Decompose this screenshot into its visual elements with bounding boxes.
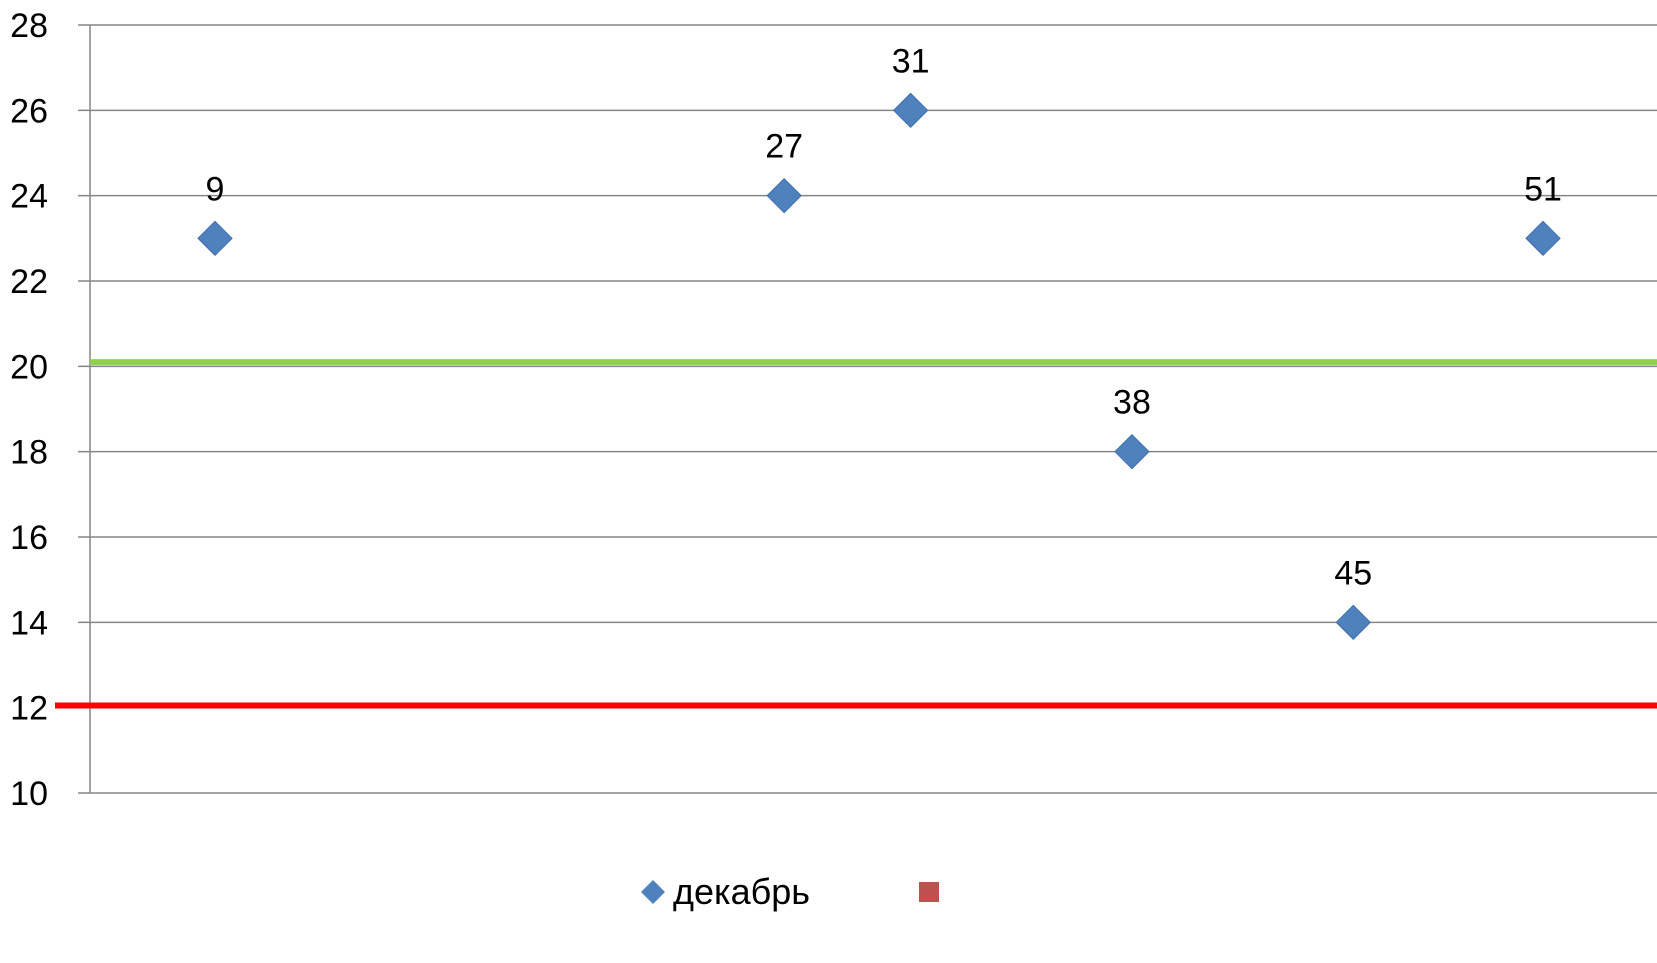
data-labels: 9 27 31 38 45 51 xyxy=(206,42,1562,592)
data-point xyxy=(892,92,929,129)
data-label: 45 xyxy=(1334,554,1372,592)
y-axis: 10 12 14 16 18 20 22 24 26 28 xyxy=(10,7,91,813)
data-point xyxy=(1335,604,1371,641)
data-point xyxy=(197,220,233,257)
legend-label: декабрь xyxy=(673,871,810,912)
data-point xyxy=(1525,220,1561,257)
legend-marker-diamond xyxy=(641,880,665,904)
gridlines xyxy=(90,24,1657,794)
data-points xyxy=(197,92,1561,641)
y-tick-label: 22 xyxy=(10,263,48,301)
y-tick-label: 14 xyxy=(10,604,48,642)
y-tick-label: 18 xyxy=(10,434,48,472)
data-point xyxy=(1114,433,1150,470)
data-point xyxy=(766,177,802,214)
legend-marker-square xyxy=(919,882,939,902)
y-tick-label: 10 xyxy=(10,775,48,813)
y-tick-label: 28 xyxy=(10,7,48,45)
y-tick-label: 12 xyxy=(10,690,48,728)
y-tick-label: 26 xyxy=(10,92,48,130)
data-label: 31 xyxy=(892,42,930,80)
data-label: 9 xyxy=(206,170,225,208)
y-tick-label: 24 xyxy=(10,178,48,216)
y-tick-label: 16 xyxy=(10,519,48,557)
y-tick-label: 20 xyxy=(10,348,48,386)
reference-lines xyxy=(55,359,1657,709)
data-label: 38 xyxy=(1113,384,1151,422)
data-label: 51 xyxy=(1524,170,1562,208)
legend: декабрь xyxy=(641,871,939,912)
data-label: 27 xyxy=(765,128,803,166)
